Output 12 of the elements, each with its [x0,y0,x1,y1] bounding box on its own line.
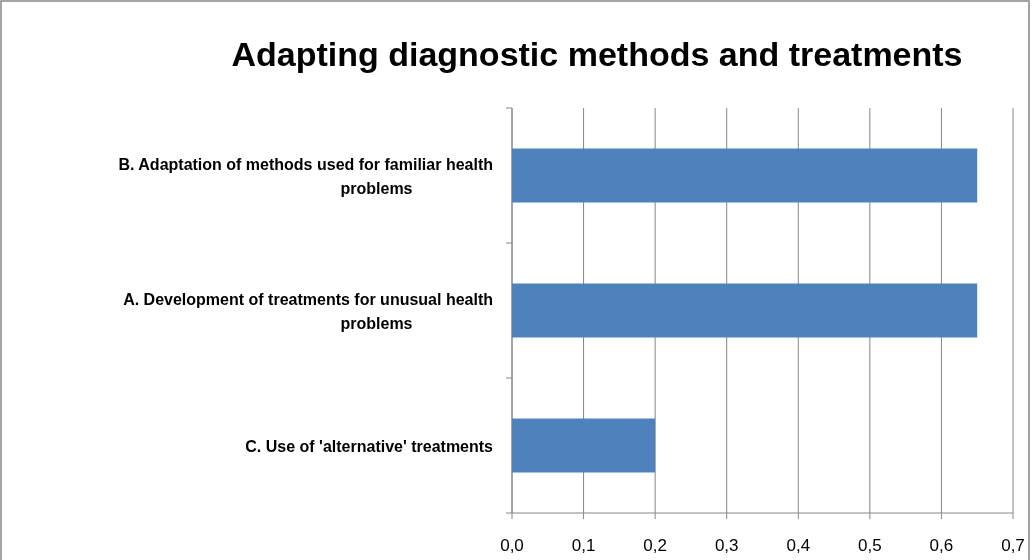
x-tick-label: 0,7 [1001,536,1025,555]
x-tick-label: 0,4 [786,536,811,555]
x-tick-label: 0,1 [571,536,596,555]
x-tick-label: 0,2 [643,536,667,555]
x-tick-label: 0,0 [500,536,524,555]
y-tick-label: A. Development of treatments for unusual health problems [123,290,493,332]
x-tick-label: 0,6 [929,536,954,555]
x-tick-label: 0,3 [714,536,739,555]
y-tick-label: B. Adaptation of methods used for familiar health problems [118,155,493,197]
chart-title: Adapting diagnostic methods and treatments [231,35,963,73]
x-tick-label: 0,5 [858,536,882,555]
y-tick-label: C. Use of 'alternative' treatments [245,437,494,455]
